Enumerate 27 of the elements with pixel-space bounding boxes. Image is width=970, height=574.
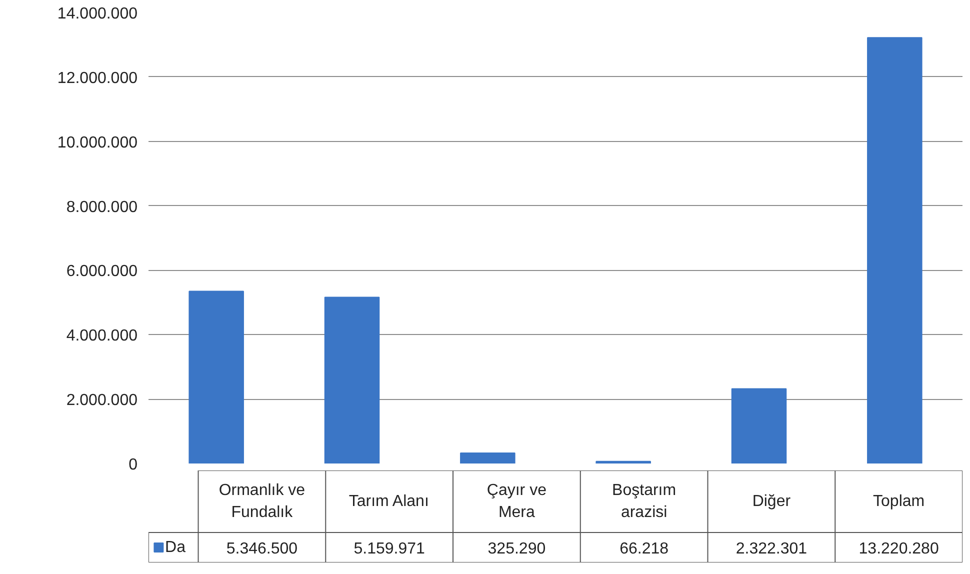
data-label: 325.290 [488, 540, 546, 558]
x-tick-label: Çayır ve Mera [486, 482, 547, 522]
y-tick-label: 10.000.000 [57, 134, 138, 152]
bar [188, 290, 244, 464]
bar [867, 37, 922, 464]
y-tick-label: 0 [128, 456, 138, 474]
data-label: 5.159.971 [354, 540, 426, 558]
bar [324, 296, 380, 464]
data-label: 2.322.301 [736, 540, 808, 558]
x-tick-label: Tarım Alanı [348, 493, 429, 510]
y-tick-label: 12.000.000 [57, 70, 138, 87]
data-label: 5.346.500 [226, 540, 298, 558]
x-tick-label: Boştarım arazisi [612, 482, 676, 522]
y-tick-label: 4.000.000 [66, 328, 138, 345]
bar [596, 460, 651, 464]
x-tick-label: Toplam [873, 493, 925, 510]
data-label: 66.218 [620, 540, 669, 558]
bar [460, 452, 516, 464]
y-tick-label: 6.000.000 [66, 263, 138, 280]
bar [731, 388, 787, 464]
y-tick-label: 8.000.000 [66, 198, 138, 216]
data-label: 13.220.280 [858, 540, 939, 558]
y-tick-label: 2.000.000 [66, 392, 138, 410]
x-tick-label: Diğer [752, 493, 792, 510]
y-tick-label: 14.000.000 [57, 6, 138, 22]
x-tick-label: Ormanlık ve Fundalık [218, 482, 306, 522]
legend-label: Da [165, 539, 186, 556]
